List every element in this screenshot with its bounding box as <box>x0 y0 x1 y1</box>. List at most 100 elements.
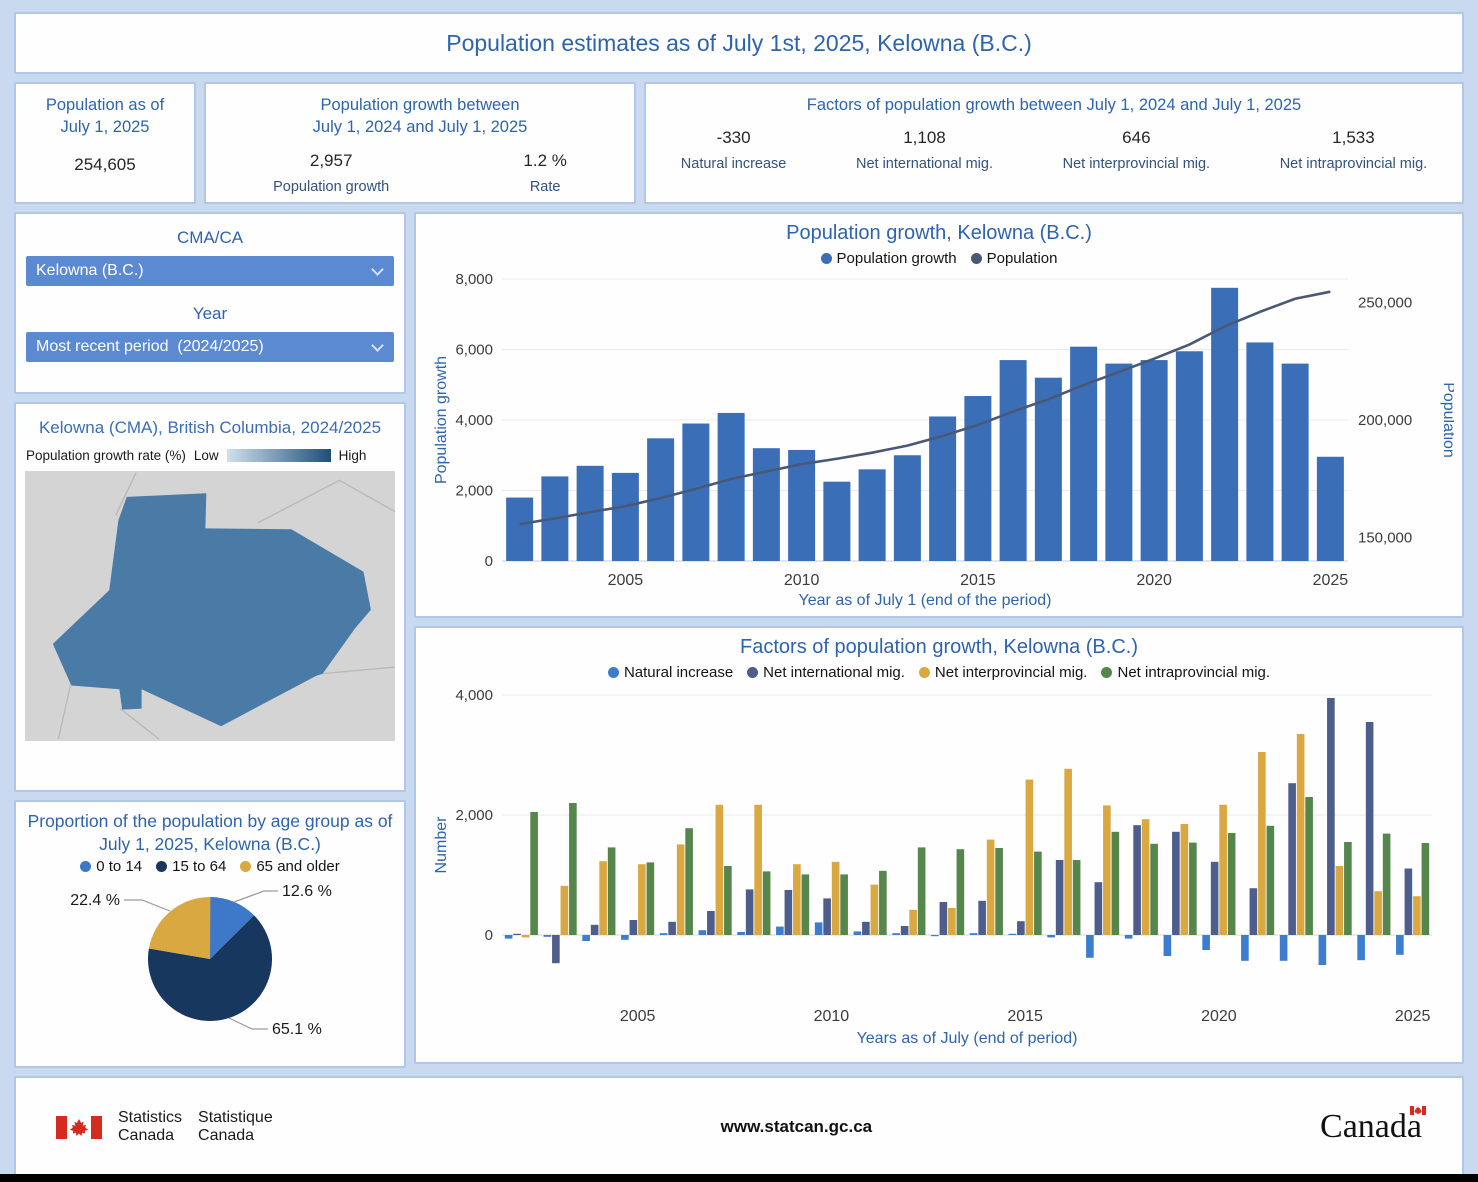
kpi-population: Population as of July 1, 2025 254,605 <box>14 82 196 204</box>
wordmark-flag-icon <box>1409 1106 1426 1115</box>
legend-dot-icon <box>1101 667 1113 678</box>
kpi-population-heading: Population as of July 1, 2025 <box>45 96 165 137</box>
age-pie-title: Proportion of the population by age grou… <box>27 811 393 854</box>
kpi-factors-heading: Factors of population growth between Jul… <box>806 96 1302 114</box>
kpi-growth-rate: 1.2 % Rate <box>523 151 566 195</box>
legend-item-net-interprovincial[interactable]: Net interprovincial mig. <box>918 664 1088 681</box>
svg-text:2015: 2015 <box>960 572 996 589</box>
svg-text:2020: 2020 <box>1201 1008 1237 1025</box>
kpi-growth-count-value: 2,957 <box>309 150 353 170</box>
legend-label: Natural increase <box>623 664 734 681</box>
svg-text:Population growth: Population growth <box>433 356 450 484</box>
kpi-interprov-mig-value: 646 <box>1122 128 1151 148</box>
svg-text:12.6 %: 12.6 % <box>282 883 332 900</box>
svg-text:4,000: 4,000 <box>455 687 493 704</box>
bottom-edge-bar <box>0 1174 1478 1182</box>
legend-label: Net international mig. <box>763 664 905 681</box>
map-legend-label: Population growth rate (%) <box>26 448 186 463</box>
svg-text:65.1 %: 65.1 % <box>272 1021 322 1038</box>
kpi-growth-heading: Population growth between July 1, 2024 a… <box>312 96 528 137</box>
legend-item-natural-increase[interactable]: Natural increase <box>607 664 734 681</box>
kpi-intl-mig-label: Net international mig. <box>855 156 993 173</box>
legend-label: Net intraprovincial mig. <box>1117 664 1271 681</box>
legend-item-net-international[interactable]: Net international mig. <box>747 664 905 681</box>
legend-label: Net interprovincial mig. <box>934 664 1088 681</box>
kpi-interprov-mig-label: Net interprovincial mig. <box>1062 156 1211 173</box>
kpi-growth-count-label: Population growth <box>273 178 390 195</box>
factors-chart-panel: Factors of population growth, Kelowna (B… <box>414 626 1464 1064</box>
svg-text:0: 0 <box>485 927 493 944</box>
legend-item-population-growth[interactable]: Population growth <box>820 250 957 267</box>
map-canvas[interactable] <box>24 471 396 741</box>
growth-chart-title: Population growth, Kelowna (B.C.) <box>786 222 1092 244</box>
cma-ca-dropdown[interactable]: Kelowna (B.C.) <box>26 256 394 286</box>
kpi-intraprov-mig-label: Net intraprovincial mig. <box>1279 156 1428 173</box>
legend-dot-icon <box>607 667 619 678</box>
filters-panel: CMA/CA Kelowna (B.C.) Year Most recent p… <box>14 212 406 394</box>
legend-item-0-to-14[interactable]: 0 to 14 <box>80 858 142 875</box>
legend-item-15-to-64[interactable]: 15 to 64 <box>156 858 226 875</box>
age-pie-legend: 0 to 14 15 to 64 65 and older <box>24 858 396 875</box>
legend-item-net-intraprovincial[interactable]: Net intraprovincial mig. <box>1101 664 1270 681</box>
legend-dot-icon <box>918 667 930 678</box>
svg-text:8,000: 8,000 <box>455 271 493 288</box>
svg-text:2005: 2005 <box>608 572 644 589</box>
growth-chart-panel: Population growth, Kelowna (B.C.) Popula… <box>414 212 1464 618</box>
svg-text:2,000: 2,000 <box>455 483 493 500</box>
cma-ca-dropdown-value: Kelowna (B.C.) <box>36 262 144 279</box>
svg-text:0: 0 <box>485 553 493 570</box>
map-boundary-lines <box>57 472 396 740</box>
legend-label: 65 and older <box>256 857 340 875</box>
canada-wordmark-text: Canada <box>1320 1108 1422 1145</box>
statcan-signature: Statistics Canada Statistique Canada <box>56 1109 273 1146</box>
canada-flag-icon <box>56 1115 102 1139</box>
kpi-interprov-mig: 646 Net interprovincial mig. <box>1063 128 1210 172</box>
factors-chart-legend: Natural increase Net international mig. … <box>424 664 1454 681</box>
svg-text:6,000: 6,000 <box>455 342 493 359</box>
svg-text:Population: Population <box>1440 382 1454 458</box>
kpi-intl-mig-value: 1,108 <box>903 128 946 148</box>
map-region-polygon[interactable] <box>52 493 371 727</box>
svg-text:250,000: 250,000 <box>1358 295 1412 312</box>
svg-text:2010: 2010 <box>784 572 820 589</box>
cma-ca-label: CMA/CA <box>176 228 244 247</box>
kpi-growth-count: 2,957 Population growth <box>273 151 389 195</box>
year-label: Year <box>192 304 228 323</box>
legend-item-population[interactable]: Population <box>970 250 1058 267</box>
legend-dot-icon <box>747 667 759 678</box>
kpi-growth: Population growth between July 1, 2024 a… <box>204 82 636 204</box>
svg-text:Year as of July 1 (end of the: Year as of July 1 (end of the period) <box>799 592 1052 609</box>
kpi-natural-increase-label: Natural increase <box>680 156 787 173</box>
legend-label: Population <box>986 250 1058 267</box>
legend-dot-icon <box>80 860 92 872</box>
year-dropdown[interactable]: Most recent period (2024/2025) <box>26 332 394 362</box>
kpi-population-value: 254,605 <box>74 154 136 174</box>
svg-text:200,000: 200,000 <box>1358 412 1412 429</box>
svg-text:2,000: 2,000 <box>455 807 493 824</box>
legend-item-65-older[interactable]: 65 and older <box>240 857 340 875</box>
map-color-legend: Population growth rate (%) Low High <box>26 448 394 463</box>
map-gradient-bar <box>226 449 331 462</box>
statcan-url: www.statcan.gc.ca <box>720 1117 873 1136</box>
legend-label: 0 to 14 <box>96 857 143 875</box>
canada-wordmark: Canada <box>1320 1106 1426 1146</box>
svg-text:22.4 %: 22.4 % <box>70 892 120 909</box>
kpi-natural-increase: -330 Natural increase <box>681 128 787 172</box>
kpi-growth-rate-value: 1.2 % <box>523 150 567 170</box>
statcan-en: Statistics Canada <box>118 1108 183 1144</box>
growth-chart-canvas[interactable]: 0 2,000 4,000 6,000 8,000 150,000 200,000 250,0… <box>424 269 1457 609</box>
factors-chart-canvas[interactable]: 0 2,000 4,000 2005 2010 2015 2020 2025 Years as … <box>424 683 1454 1053</box>
svg-text:2015: 2015 <box>1007 1008 1043 1025</box>
statcan-fr: Statistique Canada <box>198 1108 273 1144</box>
svg-text:Years as of July (end of perio: Years as of July (end of period) <box>857 1030 1078 1047</box>
sidebar: CMA/CA Kelowna (B.C.) Year Most recent p… <box>14 212 406 1068</box>
kpi-intraprov-mig: 1,533 Net intraprovincial mig. <box>1280 128 1427 172</box>
chevron-down-icon <box>371 263 384 276</box>
map-legend-low: Low <box>193 448 219 463</box>
svg-text:4,000: 4,000 <box>455 412 493 429</box>
map-legend-high: High <box>338 448 367 463</box>
title-bar: Population estimates as of July 1st, 202… <box>14 12 1464 74</box>
growth-chart-legend: Population growth Population <box>424 250 1454 267</box>
age-pie-canvas[interactable]: 12.6 % 65.1 % 22.4 % <box>24 877 396 1039</box>
